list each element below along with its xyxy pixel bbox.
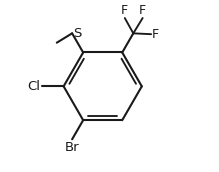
Text: Cl: Cl [28,80,41,93]
Text: S: S [73,27,81,40]
Text: F: F [121,4,128,17]
Text: Br: Br [65,141,79,154]
Text: F: F [152,28,159,41]
Text: F: F [139,4,146,17]
